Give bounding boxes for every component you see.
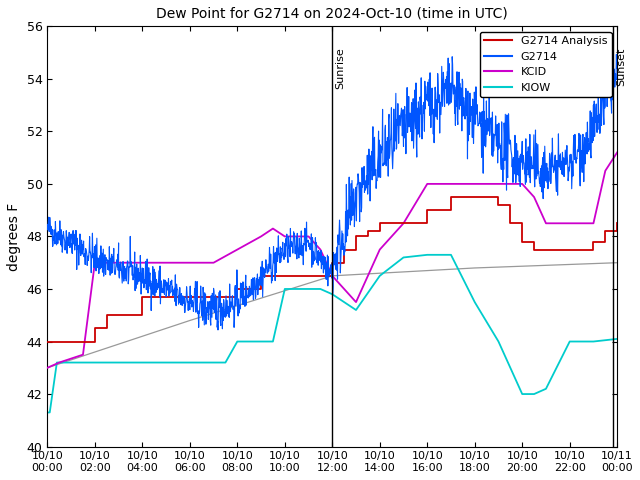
Legend: G2714 Analysis, G2714, KCID, KIOW: G2714 Analysis, G2714, KCID, KIOW: [479, 32, 612, 97]
Text: Sunset: Sunset: [616, 48, 626, 85]
Y-axis label: degrees F: degrees F: [7, 202, 21, 271]
Title: Dew Point for G2714 on 2024-Oct-10 (time in UTC): Dew Point for G2714 on 2024-Oct-10 (time…: [156, 7, 508, 21]
Text: Sunrise: Sunrise: [335, 48, 345, 89]
